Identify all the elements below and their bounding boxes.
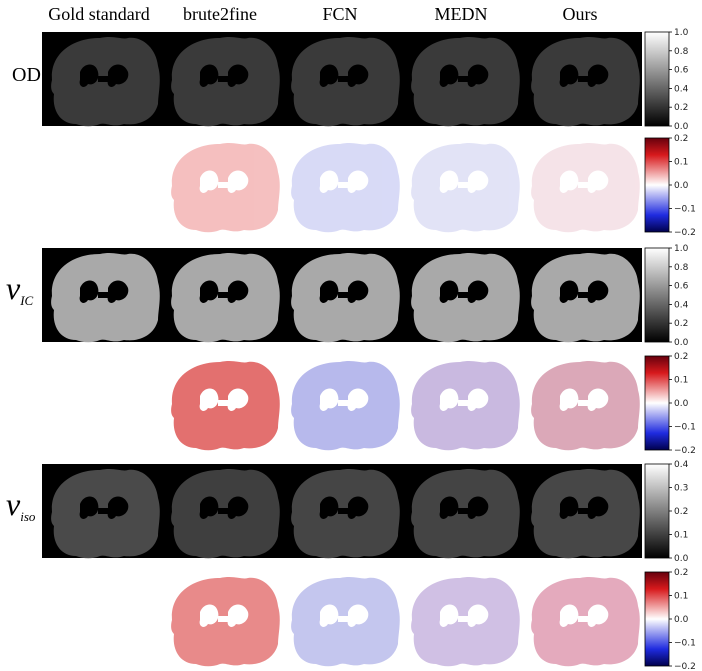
colorbar-tick-label: 0.1: [674, 158, 688, 168]
colorbar-gradient: [644, 463, 670, 559]
colorbar-tick-label: 0.1: [674, 531, 688, 541]
colorbar-tick-label: −0.2: [674, 228, 696, 238]
colorbar-4: 0.2 0.1 0.0 −0.1 −0.2: [644, 352, 696, 456]
colorbar-tick-label: 1.0: [674, 28, 689, 38]
colorbar-tick-label: 0.3: [674, 484, 688, 494]
row-label-nu-iso: νiso: [6, 486, 36, 524]
colorbar-tick-label: 0.8: [674, 47, 689, 57]
colorbar-tick-label: 0.2: [674, 568, 688, 578]
colorbar-2: 0.2 0.1 0.0 −0.1 −0.2: [644, 134, 696, 238]
colorbar-gradient: [644, 31, 670, 127]
colorbar-tick-label: 0.0: [674, 338, 689, 348]
colorbar-tick-label: 0.4: [674, 300, 689, 310]
column-header-medn: MEDN: [434, 4, 488, 24]
vic-error-row: [171, 361, 640, 451]
colorbar-tick-label: 0.2: [674, 352, 688, 362]
colorbar-tick-label: −0.2: [674, 662, 696, 671]
colorbar-tick-label: 0.2: [674, 134, 688, 144]
colorbar-tick-label: 0.0: [674, 615, 689, 625]
column-header-gold-standard: Gold standard: [48, 4, 150, 24]
colorbar-5: 0.4 0.3 0.2 0.1 0.0: [644, 460, 689, 564]
colorbar-tick-label: 0.1: [674, 592, 688, 602]
colorbar-tick-label: 0.0: [674, 181, 689, 191]
colorbar-gradient: [644, 247, 670, 343]
colorbar-tick-label: 0.6: [674, 282, 689, 292]
row-label-od: OD: [12, 64, 41, 86]
column-header-ours: Ours: [562, 4, 598, 24]
colorbar-tick-label: 0.6: [674, 66, 689, 76]
colorbar-tick-label: 0.1: [674, 376, 688, 386]
colorbar-gradient: [644, 571, 670, 667]
od-error-row: [171, 143, 640, 233]
colorbar-tick-label: 0.2: [674, 507, 688, 517]
column-header-brute2fine: brute2fine: [183, 4, 257, 24]
viso-row: [42, 464, 642, 559]
od-row: [42, 32, 642, 127]
colorbar-1: 1.0 0.8 0.6 0.4 0.2 0.0: [644, 28, 689, 132]
colorbar-tick-label: 0.2: [674, 103, 688, 113]
colorbar-tick-label: −0.1: [674, 423, 696, 433]
colorbar-tick-label: 1.0: [674, 244, 689, 254]
vic-row: [42, 248, 642, 343]
colorbar-tick-label: 0.0: [674, 399, 689, 409]
colorbar-tick-label: 0.0: [674, 122, 689, 132]
colorbar-6: 0.2 0.1 0.0 −0.1 −0.2: [644, 568, 696, 671]
colorbar-tick-label: 0.4: [674, 84, 689, 94]
colorbar-tick-label: −0.1: [674, 639, 696, 649]
colorbar-gradient: [644, 355, 670, 451]
column-header-fcn: FCN: [322, 4, 358, 24]
colorbar-tick-label: 0.0: [674, 554, 689, 564]
colorbar-tick-label: 0.4: [674, 460, 689, 470]
colorbar-tick-label: −0.2: [674, 446, 696, 456]
colorbar-3: 1.0 0.8 0.6 0.4 0.2 0.0: [644, 244, 689, 348]
row-label-nu-ic: νIC: [6, 270, 34, 308]
colorbar-tick-label: 0.2: [674, 319, 688, 329]
colorbar-gradient: [644, 137, 670, 233]
colorbar-tick-label: −0.1: [674, 205, 696, 215]
colorbar-tick-label: 0.8: [674, 263, 689, 273]
viso-error-row: [171, 577, 640, 667]
